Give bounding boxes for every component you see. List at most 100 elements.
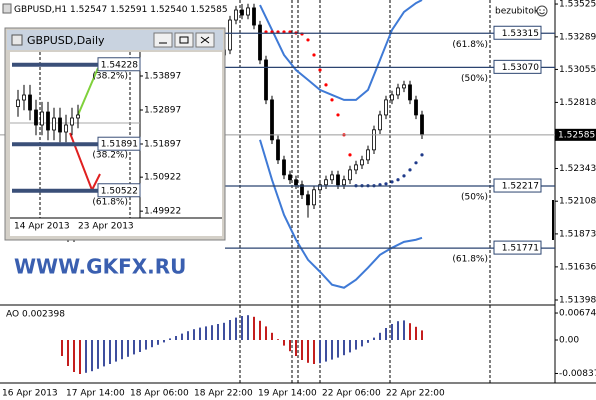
- y-tick-label: 1.52818: [559, 98, 596, 108]
- sar-dot: [384, 182, 388, 186]
- candle-body: [276, 139, 280, 161]
- ao-bar: [79, 340, 81, 374]
- ao-bar: [217, 324, 219, 340]
- daily-window: GBPUSD,Daily 1.53897 1.52897 1.51897 1.5092…: [4, 27, 226, 241]
- chart-header: GBPUSD,H1 1.52547 1.52591 1.52540 1.5258…: [14, 5, 228, 15]
- sar-dot: [414, 161, 418, 165]
- ao-bar: [181, 333, 183, 340]
- fib-percent-label: (50%): [461, 74, 488, 84]
- ao-bar: [235, 317, 237, 340]
- maximize-button[interactable]: [174, 32, 194, 48]
- ao-bar: [331, 340, 333, 360]
- ao-bar: [193, 329, 195, 340]
- window-icon: [11, 34, 23, 46]
- fib-percent-label: (38.2%): [92, 151, 128, 161]
- ao-bar: [361, 340, 363, 347]
- sar-dot: [348, 153, 352, 157]
- candle-body: [258, 24, 262, 61]
- smiley-mouth: [539, 12, 545, 15]
- sar-dot: [306, 38, 310, 42]
- candle-body: [264, 59, 268, 101]
- ao-bar: [73, 340, 75, 372]
- ao-bar: [187, 331, 189, 340]
- smiley-eye: [543, 9, 545, 11]
- ao-bar: [61, 340, 63, 356]
- ao-bar: [289, 340, 291, 352]
- candle-body: [58, 117, 62, 133]
- ao-bar: [247, 315, 249, 340]
- ao-bar: [67, 340, 69, 366]
- fib-value-box: [97, 57, 141, 72]
- fib-value-label: 1.54228: [101, 60, 138, 70]
- band-line: [259, 139, 423, 289]
- x-tick-label: 22 Apr 06:00: [322, 389, 381, 399]
- candle-body: [282, 159, 286, 176]
- sar-dot: [336, 113, 340, 117]
- ao-bar: [229, 320, 231, 340]
- fib-percent-label: (61.8%): [452, 40, 488, 50]
- fib-value-box: [493, 178, 542, 193]
- sar-dot: [330, 98, 334, 102]
- candle-body: [288, 174, 292, 181]
- ohlc-high: 1.52591: [110, 5, 147, 15]
- x-tick-label: 19 Apr 14:00: [258, 389, 317, 399]
- candle-body: [52, 117, 56, 131]
- smiley-eye: [539, 9, 541, 11]
- ao-bar: [103, 340, 105, 367]
- candle-body: [342, 179, 346, 186]
- x-tick-label: 18 Apr 22:00: [194, 389, 253, 399]
- ao-bar: [91, 340, 93, 372]
- ao-bar: [403, 320, 405, 340]
- current-price-label: 1.52585: [558, 130, 595, 140]
- y-tick-label: 1.50922: [144, 173, 181, 183]
- candle-body: [246, 7, 250, 16]
- ao-bar: [145, 340, 147, 350]
- ao-bar: [355, 340, 357, 350]
- indicator-value: 0.002398: [22, 310, 65, 320]
- ao-bar: [175, 336, 177, 340]
- x-tick-label: 17 Apr 14:00: [66, 389, 125, 399]
- y-tick-label: 1.53525: [559, 0, 596, 10]
- candle-body: [234, 9, 238, 21]
- ao-bar: [313, 340, 315, 364]
- ao-bar: [133, 340, 135, 355]
- ao-bar: [271, 332, 273, 340]
- y-tick-label: -0.00837: [559, 369, 596, 379]
- ao-bar: [97, 340, 99, 369]
- x-tick-label: 23 Apr 2013: [78, 222, 134, 232]
- x-tick-label: 22 Apr 22:00: [386, 389, 445, 399]
- ao-panel: 0.006743 0.00 -0.00837 AO0.002398: [6, 309, 596, 379]
- candle-body: [408, 84, 412, 101]
- ao-bar: [283, 340, 285, 346]
- fib-value-label: 1.53070: [502, 63, 539, 73]
- ao-bar: [367, 340, 369, 343]
- ao-bar: [205, 326, 207, 340]
- candle-body: [34, 109, 38, 126]
- ao-bar: [259, 320, 261, 340]
- ao-bar: [343, 340, 345, 356]
- y-tick-label: 1.51897: [144, 140, 181, 150]
- window-title: GBPUSD,Daily: [27, 34, 105, 47]
- fib-value-box: [493, 25, 542, 40]
- candle-body: [360, 159, 364, 166]
- y-tick-label: 1.49922: [144, 207, 181, 217]
- candle-body: [366, 149, 370, 161]
- y-tick-label: 0.00: [559, 336, 579, 346]
- badge: bezubitok: [495, 7, 540, 17]
- candle-body: [396, 87, 400, 96]
- ao-bar: [349, 340, 351, 353]
- ohlc-open: 1.52547: [70, 5, 107, 15]
- ao-bar: [169, 338, 171, 340]
- ao-bar: [373, 337, 375, 340]
- candle-body: [252, 7, 256, 26]
- fib-value-label: 1.52217: [502, 182, 539, 192]
- candle-body: [300, 184, 304, 196]
- minimize-button[interactable]: [153, 32, 173, 48]
- fib-percent-label: (61.8%): [92, 197, 128, 207]
- candle-body: [294, 179, 298, 186]
- projection-up: [77, 67, 99, 116]
- sar-dot: [420, 153, 424, 157]
- ao-bar: [163, 340, 165, 343]
- fib-value-label: 1.53315: [502, 29, 539, 39]
